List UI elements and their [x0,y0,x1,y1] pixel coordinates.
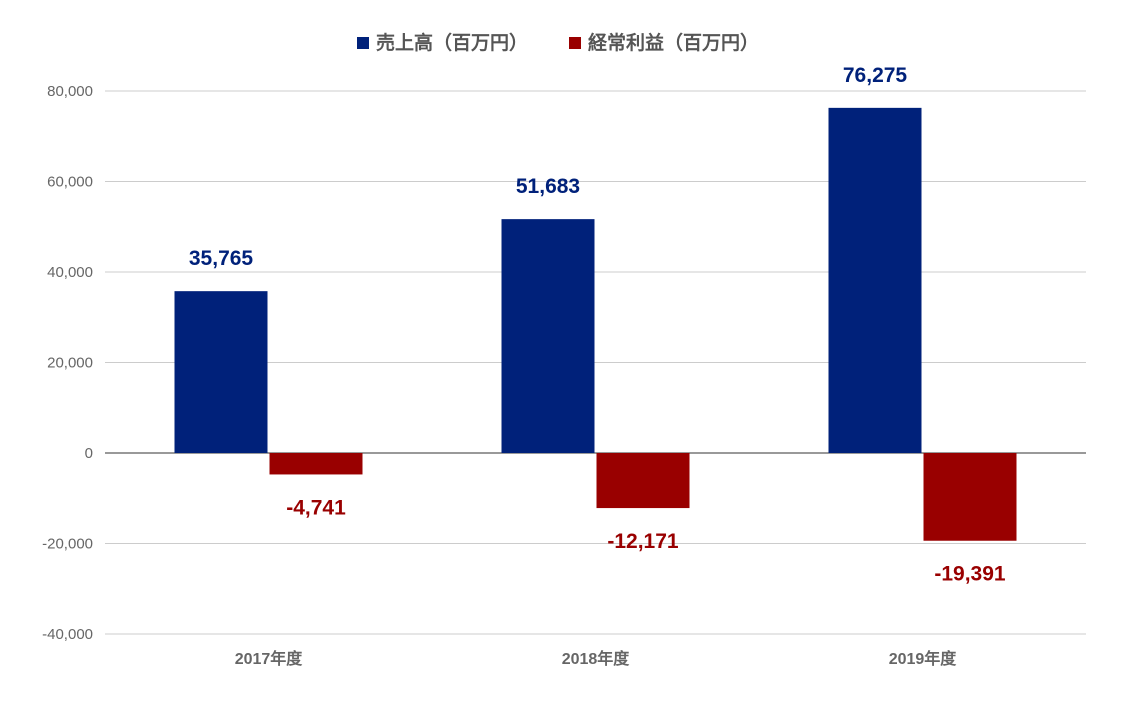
data-labels: 35,765 -4,741 51,683 -12,171 76,275 -19,391 [189,64,1006,586]
bar-series-2 [923,453,1017,541]
data-label: -4,741 [286,496,346,519]
x-category-label: 2019年度 [889,649,958,668]
y-tick-label: 20,000 [47,355,93,372]
x-category-label: 2018年度 [562,649,631,668]
legend: 売上高（百万円） 経常利益（百万円） [357,31,759,54]
bar-series-2 [269,453,363,475]
bars [174,107,1017,541]
bar-series-2 [596,453,690,509]
y-tick-label: 0 [85,445,93,462]
bar-series-1 [174,291,268,453]
bar-series-1 [828,107,922,453]
x-category-label: 2017年度 [235,649,304,668]
data-label: 51,683 [516,175,580,198]
data-label: -12,171 [607,530,679,553]
bar-series-1 [501,219,595,453]
gridlines [105,90,1086,635]
x-axis-category-labels: 2017年度 2018年度 2019年度 [235,649,958,668]
legend-label: 売上高（百万円） [376,31,528,54]
y-tick-label: -40,000 [42,626,93,643]
y-axis-tick-labels: 80,000 60,000 40,000 20,000 0 -20,000 -40,000 [42,83,93,643]
legend-label: 経常利益（百万円） [588,31,759,54]
y-tick-label: -20,000 [42,536,93,553]
data-label: -19,391 [934,563,1006,586]
legend-swatch [357,37,369,49]
y-tick-label: 60,000 [47,174,93,191]
y-tick-label: 40,000 [47,264,93,281]
y-tick-label: 80,000 [47,83,93,100]
data-label: 35,765 [189,247,254,270]
data-label: 76,275 [843,64,908,87]
legend-swatch [569,37,581,49]
